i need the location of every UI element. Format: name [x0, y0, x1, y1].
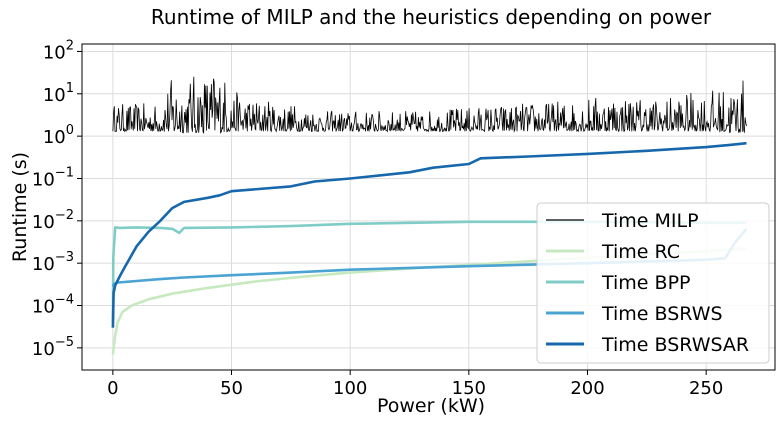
y-tick-label: 102 — [43, 38, 74, 63]
series-line-bpp — [111, 220, 747, 323]
y-tick-base: 10 — [43, 85, 66, 106]
y-tick-base: 10 — [43, 127, 66, 148]
x-tick-label: 150 — [452, 378, 486, 399]
y-tick-exponent: −2 — [55, 208, 74, 223]
x-tick-label: 250 — [689, 378, 723, 399]
y-tick-exponent: 2 — [66, 38, 74, 53]
y-tick-label: 10−5 — [32, 335, 74, 360]
x-tick-label: 100 — [333, 378, 367, 399]
series-line-bsrwsar — [111, 141, 747, 328]
y-tick-label: 10−3 — [32, 250, 74, 275]
x-tick-label: 0 — [107, 378, 118, 399]
y-tick-base: 10 — [32, 169, 55, 190]
plot-area-frame — [81, 43, 776, 371]
x-axis-ticks: 0 50 100 150 200 250 — [107, 370, 723, 399]
y-tick-label: 10−1 — [32, 165, 74, 190]
chart-title: Runtime of MILP and the heuristics depen… — [151, 5, 712, 29]
y-tick-base: 10 — [32, 297, 55, 318]
y-tick-exponent: −1 — [55, 165, 74, 180]
y-tick-label: 10−2 — [32, 208, 74, 233]
legend-label: Time BSRWS — [601, 303, 723, 325]
legend-label: Time BSRWSAR — [601, 334, 749, 356]
legend-box — [536, 202, 770, 364]
y-tick-exponent: −3 — [55, 250, 74, 265]
y-tick-exponent: 0 — [66, 123, 74, 138]
y-tick-exponent: −4 — [55, 293, 74, 308]
y-tick-label: 100 — [43, 123, 74, 148]
y-tick-base: 10 — [43, 42, 66, 63]
y-tick-label: 101 — [43, 81, 74, 106]
y-axis-label: Runtime (s) — [9, 152, 31, 262]
y-tick-base: 10 — [32, 339, 55, 360]
x-tick-label: 200 — [570, 378, 604, 399]
legend-label: Time RC — [601, 241, 680, 263]
x-axis-label: Power (kW) — [377, 395, 485, 416]
series-line-milp — [112, 76, 747, 135]
x-tick-label: 50 — [220, 378, 243, 399]
y-tick-base: 10 — [32, 254, 55, 275]
y-tick-exponent: −5 — [55, 335, 74, 350]
y-tick-exponent: 1 — [66, 81, 74, 96]
legend-label: Time MILP — [601, 210, 699, 232]
legend: Time MILP Time RC Time BPP Time BSRWS Time B… — [536, 202, 770, 364]
y-tick-label: 10−4 — [32, 293, 74, 318]
legend-label: Time BPP — [601, 272, 691, 294]
y-tick-base: 10 — [32, 212, 55, 233]
